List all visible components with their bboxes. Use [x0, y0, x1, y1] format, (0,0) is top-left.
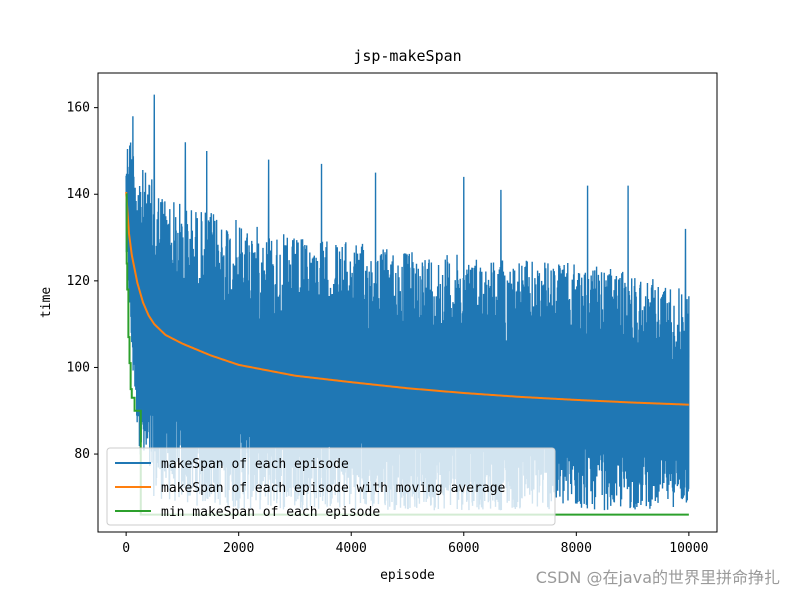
x-tick-label: 8000 — [561, 541, 592, 556]
x-tick-label: 0 — [122, 541, 130, 556]
x-axis: 0 2000 4000 6000 8000 10000 — [122, 532, 708, 556]
x-axis-title: episode — [380, 568, 435, 583]
watermark: CSDN @在java的世界里拼命挣扎 — [535, 568, 780, 587]
legend-label: makeSpan of each episode with moving ave… — [161, 481, 506, 496]
series-min-makespan — [125, 193, 689, 516]
plot-frame — [97, 72, 718, 533]
legend-box — [106, 447, 556, 526]
y-tick-label: 140 — [67, 187, 90, 202]
legend-label: min makeSpan of each episode — [161, 505, 380, 520]
chart-title: jsp-makeSpan — [353, 47, 461, 65]
y-tick-label: 160 — [67, 101, 90, 116]
series-layer — [125, 94, 690, 516]
series-makespan-each-episode — [125, 94, 690, 511]
y-tick-label: 100 — [67, 360, 90, 375]
x-tick-label: 10000 — [669, 541, 708, 556]
y-axis: 80 100 120 140 160 — [67, 101, 98, 462]
x-tick-label: 4000 — [336, 541, 367, 556]
legend-label: makeSpan of each episode — [161, 457, 349, 472]
x-tick-label: 6000 — [448, 541, 479, 556]
series-moving-average — [125, 192, 689, 406]
y-axis-title: time — [39, 287, 54, 318]
x-tick-label: 2000 — [223, 541, 254, 556]
y-tick-label: 80 — [74, 447, 90, 462]
y-tick-label: 120 — [67, 274, 90, 289]
legend: makeSpan of each episode makeSpan of each… — [106, 447, 556, 526]
